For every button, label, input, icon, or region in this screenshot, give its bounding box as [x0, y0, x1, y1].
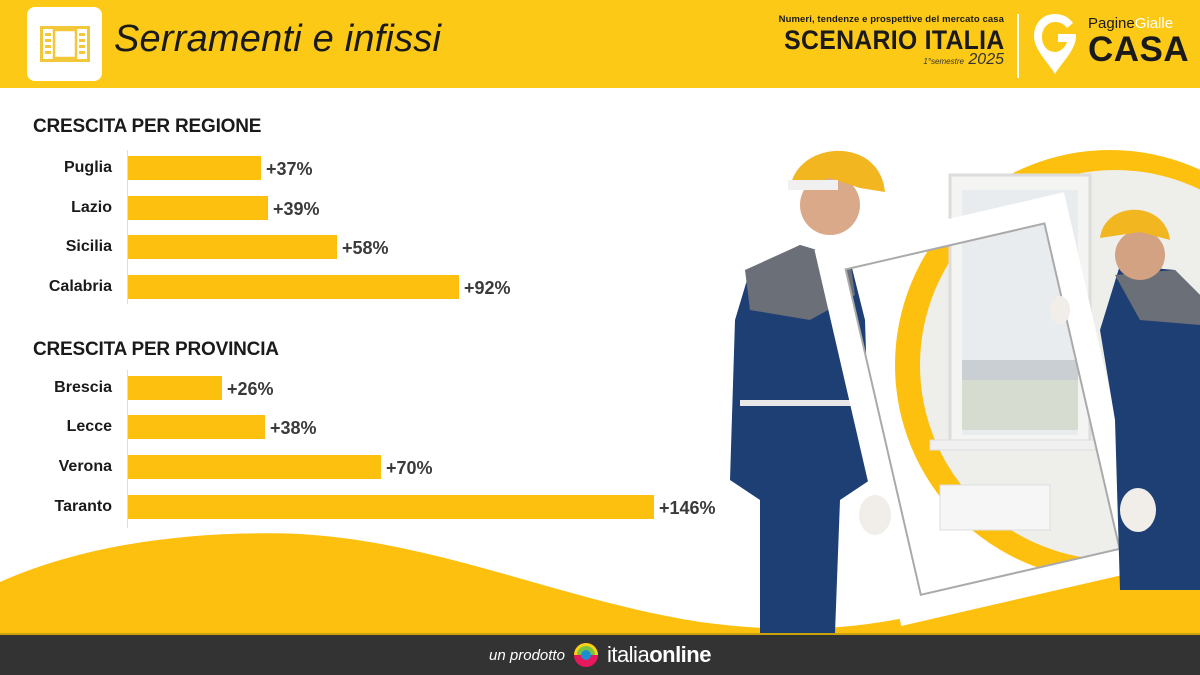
wordmark-italia: italia [606, 642, 650, 667]
header-banner: Serramenti e infissi Numeri, tendenze e … [0, 0, 1200, 88]
bar-label: Brescia [54, 379, 112, 396]
bar-label: Sicilia [65, 238, 112, 255]
paginegialle-pin-icon [1034, 14, 1076, 74]
bar-label: Lazio [71, 199, 112, 216]
province-chart-title: CRESCITA PER PROVINCIA [33, 339, 279, 360]
window-frame-icon [39, 26, 90, 62]
bar-value: +70% [386, 458, 433, 478]
bar-row: Sicilia +58% [0, 235, 760, 259]
bar-label: Verona [58, 458, 112, 475]
bar-row: Brescia +26% [0, 376, 760, 400]
bar-row: Puglia +37% [0, 156, 760, 180]
bar-value: +37% [266, 159, 313, 179]
header-divider [1017, 14, 1019, 78]
bar-row: Lecce +38% [0, 415, 760, 439]
bar-row: Taranto +146% [0, 495, 760, 519]
workers-carrying-window-photo [730, 150, 1200, 633]
bar-value: +146% [659, 498, 716, 518]
page-title: Serramenti e infissi [114, 18, 442, 60]
bar-row: Calabria +92% [0, 275, 760, 299]
bar [128, 235, 337, 259]
bar [128, 196, 268, 220]
report-brand: Numeri, tendenze e prospettive del merca… [765, 14, 1004, 69]
bar [128, 275, 459, 299]
period-label: 1°semestre [923, 57, 964, 66]
region-chart-title: CRESCITA PER REGIONE [33, 116, 262, 137]
italiaonline-logo-icon [573, 643, 598, 667]
bar [128, 455, 381, 479]
bar [128, 156, 261, 180]
report-name: SCENARIO ITALIA [783, 25, 1004, 55]
bar-value: +39% [273, 199, 320, 219]
logo-text-gialle: Gialle [1134, 15, 1174, 32]
bar [128, 495, 654, 519]
bar [128, 415, 265, 439]
bar-value: +38% [270, 418, 317, 438]
italiaonline-wordmark: italiaonline [606, 642, 712, 668]
report-period: 1°semestre 2025 [765, 51, 1004, 69]
footer-bar: un prodotto italiaonline [0, 633, 1200, 675]
bar-value: +92% [464, 278, 511, 298]
bar-label: Calabria [48, 278, 112, 295]
paginegialle-casa-logo: PagineGialle CASA [1088, 15, 1189, 68]
logo-text-casa: CASA [1088, 30, 1190, 69]
region-chart-axis [127, 150, 128, 304]
bar-row: Lazio +39% [0, 196, 760, 220]
bar-value: +26% [227, 379, 274, 399]
footer-prefix: un prodotto [489, 646, 565, 664]
bar-label: Lecce [66, 418, 112, 435]
report-tagline: Numeri, tendenze e prospettive del merca… [778, 14, 1004, 25]
bar [128, 376, 222, 400]
decorative-wave [0, 520, 1200, 635]
period-year: 2025 [968, 51, 1004, 68]
bar-label: Puglia [63, 159, 112, 176]
wordmark-online: online [649, 642, 711, 667]
logo-text-pagine: Pagine [1088, 15, 1135, 32]
bar-row: Verona +70% [0, 455, 760, 479]
province-chart-axis [127, 370, 128, 528]
bar-label: Taranto [54, 498, 112, 515]
bar-value: +58% [342, 238, 389, 258]
category-icon-box [27, 7, 102, 81]
